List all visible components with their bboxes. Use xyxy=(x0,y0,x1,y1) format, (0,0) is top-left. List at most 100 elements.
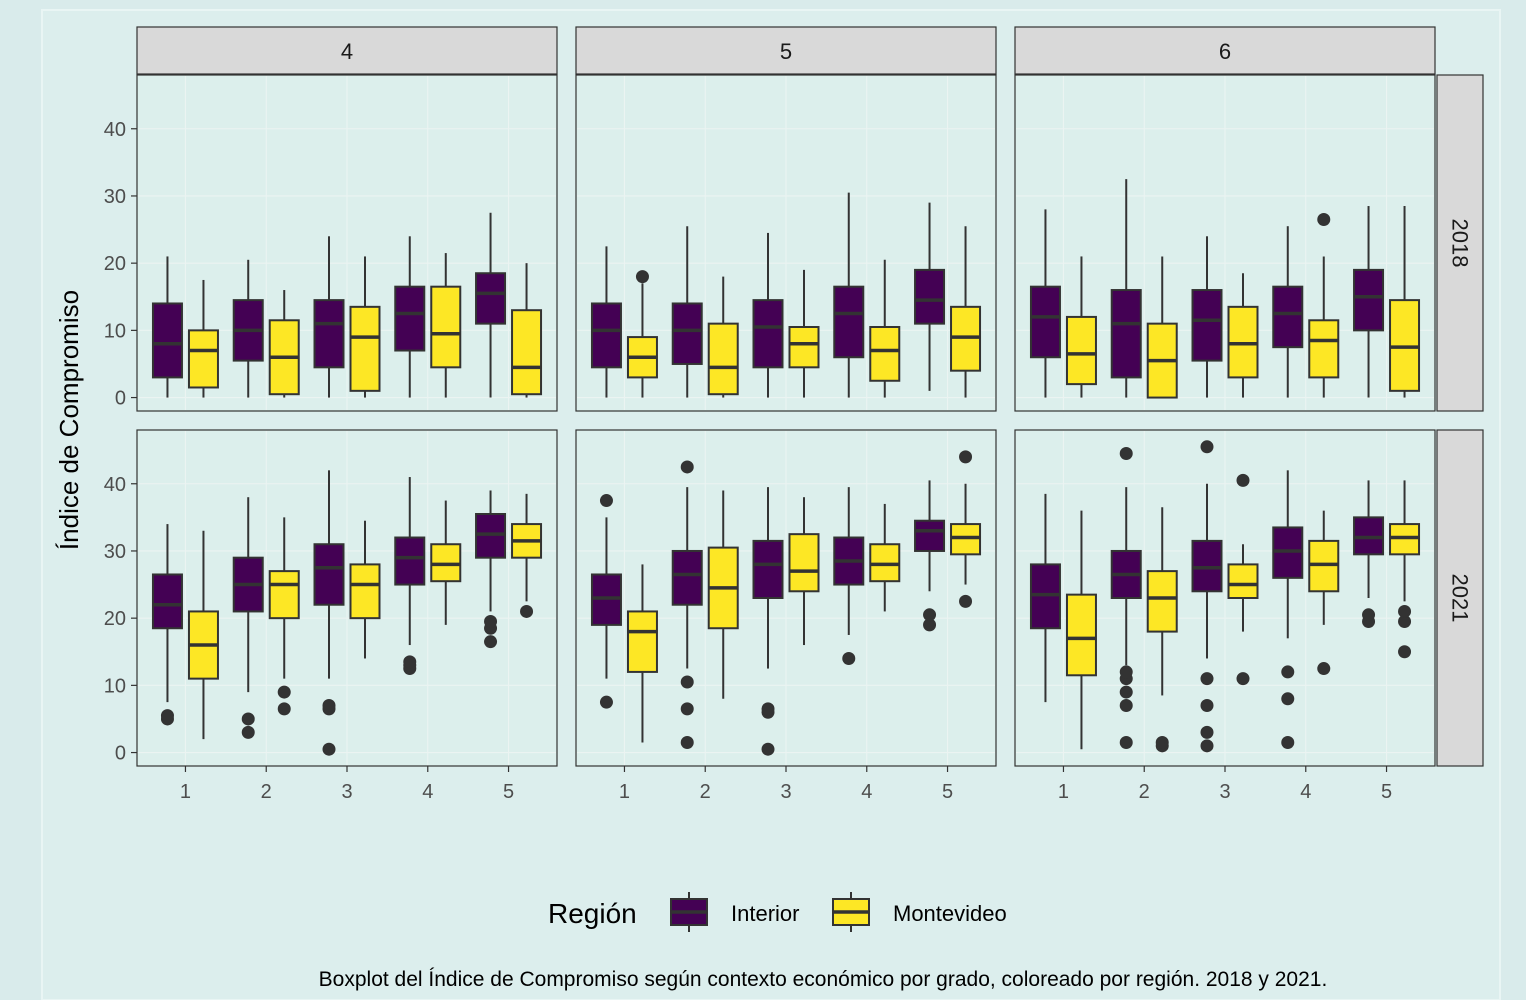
panel-4-2018-box-4-interior-iqr xyxy=(394,285,426,352)
panel-4-2021-box-3-montevideo xyxy=(349,520,381,659)
panel-6-2021-box-1-montevideo-iqr xyxy=(1065,593,1097,677)
row-strip-label-2021: 2021 xyxy=(1448,574,1473,623)
panel-5-2018-box-3-interior-iqr xyxy=(752,299,784,369)
panel-6-2021-box-2-interior-outlier-4 xyxy=(1119,665,1133,679)
panel-4-2021-box-1-interior-iqr xyxy=(151,573,183,630)
panel-5-2021-box-1-interior-outlier-0 xyxy=(599,695,613,709)
legend-label-interior: Interior xyxy=(731,901,799,926)
panel-6-2021-box-2-interior-outlier-0 xyxy=(1119,735,1133,749)
panel-6-2018-box-5-montevideo xyxy=(1389,206,1421,398)
panel-4-2018-box-5-interior xyxy=(475,212,507,398)
panel-5-2018-box-1-interior-iqr xyxy=(590,302,622,369)
panel-6-2018-box-4-montevideo-outlier-0 xyxy=(1317,212,1331,226)
panel-4-2021-box-1-interior-outlier-1 xyxy=(160,709,174,723)
panel-5-2021-box-5-interior xyxy=(914,480,946,632)
row-strip-label-2018: 2018 xyxy=(1448,219,1473,268)
panel-6-2021-box-1-interior xyxy=(1029,493,1061,703)
panel-5-2018-box-3-interior xyxy=(752,232,784,398)
panel-6-2021-box-3-interior xyxy=(1191,440,1223,753)
panel-5-2021-box-2-montevideo xyxy=(707,490,739,699)
x-tick-label-4-5: 5 xyxy=(503,781,514,803)
column-strip-label-5: 5 xyxy=(780,39,792,64)
column-strip-5 xyxy=(575,26,997,75)
panel-4-2018-box-1-interior xyxy=(151,256,183,398)
panel-6-2021-box-2-interior xyxy=(1110,447,1142,749)
panel-5-2021-box-1-interior xyxy=(590,494,622,709)
panel-6-2021-box-3-montevideo-outlier-0 xyxy=(1236,672,1250,686)
panel-6-2021-box-2-interior-outlier-5 xyxy=(1119,447,1133,461)
y-tick-label-2021-30: 30 xyxy=(104,541,126,563)
panel-5-2021-box-2-interior-outlier-1 xyxy=(680,702,694,716)
panel-5-2018-box-5-interior-iqr xyxy=(914,268,946,325)
y-tick-label-2021-0: 0 xyxy=(115,743,126,765)
panel-6-2018-box-2-interior-iqr xyxy=(1110,289,1142,379)
panel-5-2018-box-2-montevideo-iqr xyxy=(707,322,739,396)
panel-4-2021-box-5-interior-outlier-2 xyxy=(484,615,498,629)
panel-5-2021-box-4-interior-outlier-0 xyxy=(842,651,856,665)
x-tick-label-4-4: 4 xyxy=(422,781,433,803)
panel-5-2021-box-2-interior-iqr xyxy=(671,549,703,606)
x-tick-label-5-1: 1 xyxy=(619,781,630,803)
x-tick-label-5-4: 4 xyxy=(861,781,872,803)
column-strip-6 xyxy=(1014,26,1436,75)
row-strip-2021 xyxy=(1436,429,1484,767)
x-tick-label-6-1: 1 xyxy=(1058,781,1069,803)
panel-6-2021-box-4-montevideo xyxy=(1308,510,1340,676)
panel-6-2021-box-4-interior xyxy=(1272,470,1304,749)
panel-4-2018-box-3-montevideo xyxy=(349,256,381,398)
panel-6-2021-box-3-montevideo-iqr xyxy=(1227,563,1259,600)
x-tick-label-5-3: 3 xyxy=(780,781,791,803)
x-tick-label-6-3: 3 xyxy=(1219,781,1230,803)
panel-4-2021-box-2-interior-outlier-0 xyxy=(241,725,255,739)
panel-5-2021-box-4-montevideo xyxy=(869,503,901,612)
panel-5-2018-box-1-interior xyxy=(590,246,622,398)
panel-6-2018-box-1-interior-iqr xyxy=(1029,285,1061,359)
panel-5-2021-box-4-interior xyxy=(833,487,865,665)
panel-6-2021-box-1-montevideo xyxy=(1065,510,1097,750)
figure-caption: Boxplot del Índice de Compromiso según c… xyxy=(319,968,1328,991)
panel-4-2021-box-2-montevideo xyxy=(268,517,300,716)
panel-5-2018-box-1-montevideo xyxy=(626,270,658,398)
panel-4-2018-box-4-montevideo-iqr xyxy=(430,285,462,369)
panel-5-2018-box-3-montevideo-iqr xyxy=(788,326,820,369)
panel-5-2021-box-1-montevideo-iqr xyxy=(626,610,658,673)
x-tick-label-5-5: 5 xyxy=(942,781,953,803)
panel-5-2021-box-5-montevideo xyxy=(950,450,982,608)
column-strip-4 xyxy=(136,26,558,75)
panel-5-2021 xyxy=(575,429,997,767)
panel-4-2021-box-5-interior xyxy=(475,490,507,649)
column-strip-label-4: 4 xyxy=(341,39,353,64)
panel-5-2018-box-4-montevideo xyxy=(869,259,901,398)
panel-5-2018-box-1-montevideo-outlier-0 xyxy=(635,270,649,284)
panel-6-2021 xyxy=(1014,429,1436,767)
panel-4-2021-box-2-montevideo-outlier-0 xyxy=(277,702,291,716)
panel-6-2018-box-2-interior xyxy=(1110,179,1142,398)
legend-label-montevideo: Montevideo xyxy=(893,901,1007,926)
panel-5-2021-box-2-interior-outlier-2 xyxy=(680,675,694,689)
panel-6-2018-box-1-montevideo-iqr xyxy=(1065,315,1097,386)
panel-6-2021-box-2-interior-outlier-2 xyxy=(1119,685,1133,699)
y-tick-label-2018-20: 20 xyxy=(104,253,126,275)
y-tick-label-2018-10: 10 xyxy=(104,320,126,342)
panel-4-2018-box-2-interior xyxy=(232,259,264,398)
panel-4-2018-box-3-interior xyxy=(313,236,345,398)
panel-6-2018-box-5-interior-iqr xyxy=(1353,268,1385,332)
x-tick-label-4-1: 1 xyxy=(180,781,191,803)
panel-4-2018-box-2-montevideo xyxy=(268,290,300,398)
panel-5-2018-box-2-interior xyxy=(671,226,703,398)
panel-4-2018-box-5-interior-iqr xyxy=(475,272,507,325)
panel-4-2021-box-4-interior-outlier-2 xyxy=(403,655,417,669)
panel-6-2021-box-4-montevideo-outlier-0 xyxy=(1317,662,1331,676)
panel-6-2021-box-2-montevideo-outlier-1 xyxy=(1155,735,1169,749)
panel-6-2021-box-2-montevideo-iqr xyxy=(1146,570,1178,633)
panel-6-2018-box-3-interior-iqr xyxy=(1191,289,1223,362)
legend-key-montevideo xyxy=(832,892,870,932)
panel-4-2021-box-3-montevideo-iqr xyxy=(349,563,381,620)
panel-4-2021-box-3-interior-outlier-0 xyxy=(322,742,336,756)
panel-6-2021-box-4-interior-outlier-0 xyxy=(1281,735,1295,749)
panel-4-2018 xyxy=(136,74,558,412)
panel-5-2021-box-3-interior xyxy=(752,487,784,756)
panel-5-2021-box-3-montevideo-iqr xyxy=(788,533,820,593)
panel-4-2021-box-4-interior-iqr xyxy=(394,536,426,586)
